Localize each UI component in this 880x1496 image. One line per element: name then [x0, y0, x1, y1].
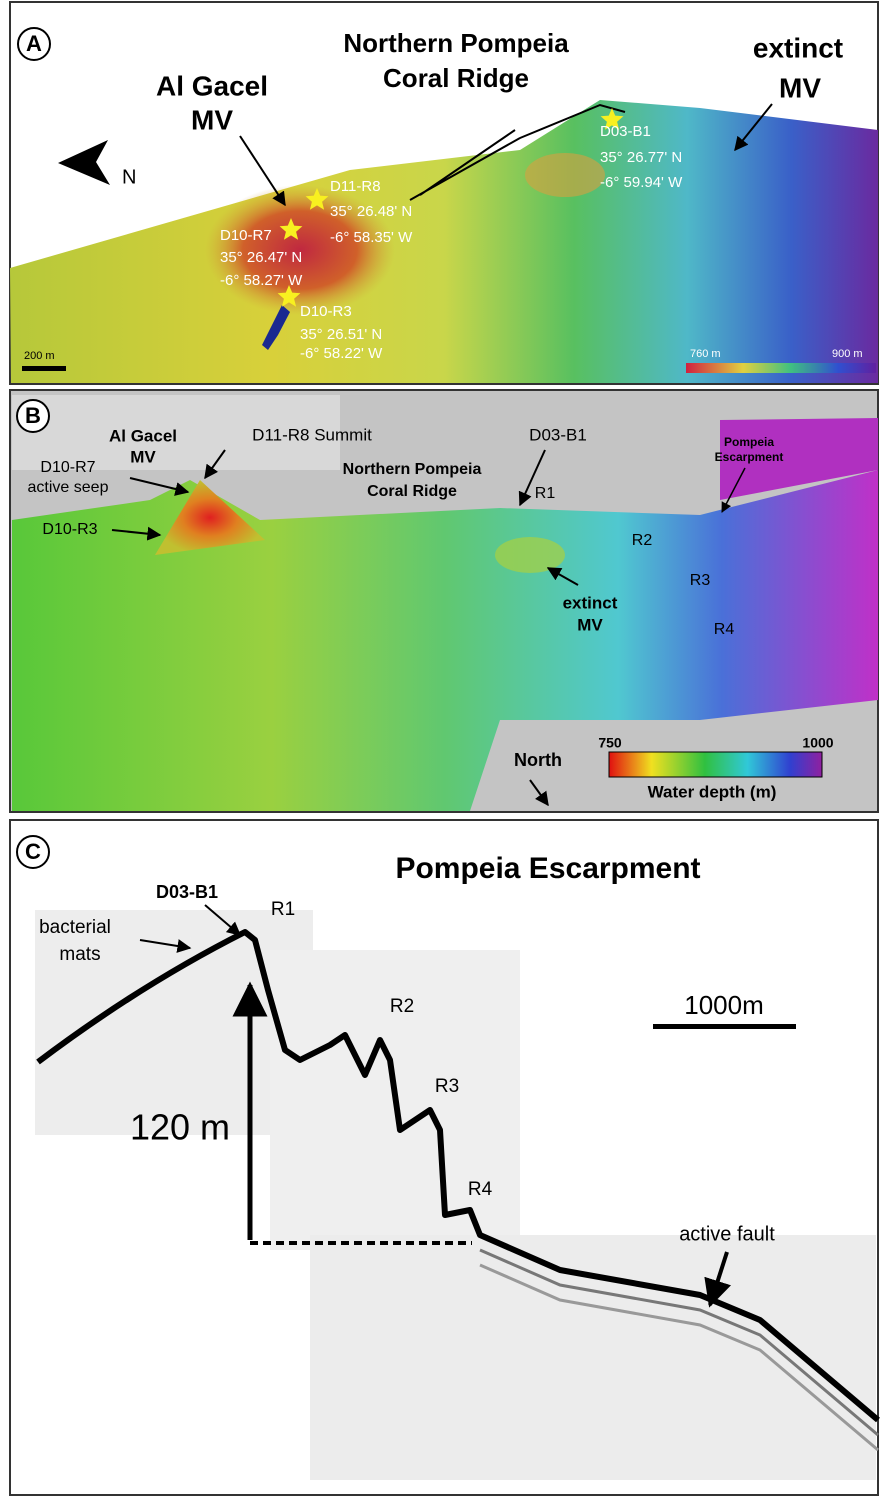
panel-label: B [25, 403, 41, 428]
extinct-label: extinct [753, 32, 843, 63]
gacel-label: MV [191, 104, 233, 135]
scale-bar [22, 366, 66, 371]
site-lon: -6° 59.94' W [600, 174, 683, 191]
site-name: D03-B1 [600, 123, 651, 140]
scale-label: 1000m [684, 990, 764, 1020]
site-lon: -6° 58.22' W [300, 345, 383, 362]
site-name: D10-R7 [220, 227, 272, 244]
color-bar [609, 752, 822, 777]
mats-label: mats [59, 944, 100, 965]
site-label: D03-B1 [529, 425, 587, 444]
color-bar-label: 900 m [832, 348, 863, 360]
ridge-id: R2 [390, 996, 414, 1017]
north-label: North [514, 750, 562, 770]
site-lon: -6° 58.27' W [220, 272, 303, 289]
scale-bar [653, 1024, 796, 1029]
site-name: D10-R3 [300, 303, 352, 320]
panel-b: B Al Gacel MV D11-R8 Summit D03-B1 Pompe… [10, 390, 878, 812]
color-bar-title: Water depth (m) [648, 782, 777, 801]
scale-label: 200 m [24, 350, 55, 362]
site-lon: -6° 58.35' W [330, 229, 413, 246]
extinct-label: extinct [563, 593, 618, 612]
color-bar-label: 760 m [690, 348, 721, 360]
panel-c: C Pompeia Escarpment D03-B1 bacterial ma… [10, 820, 878, 1495]
site-lat: 35° 26.77' N [600, 149, 682, 166]
height-label: 120 m [130, 1107, 230, 1148]
site-lat: 35° 26.47' N [220, 249, 302, 266]
site-label: D03-B1 [156, 882, 218, 902]
extinct-volcano [495, 537, 565, 573]
ridge-id: R1 [271, 899, 295, 920]
north-label: N [122, 166, 136, 188]
ridge-label: Northern Pompeia [343, 461, 482, 478]
escarpment-label: Pompeia [724, 435, 774, 449]
figure: A Northern Pompeia Coral Ridge extinct M… [0, 0, 880, 1496]
summit-label: D11-R8 Summit [252, 425, 372, 444]
site-name: D11-R8 [330, 178, 381, 195]
ridge-id: R4 [468, 1179, 493, 1200]
ridge-id: R3 [435, 1076, 459, 1097]
panel-title: Pompeia Escarpment [395, 852, 700, 885]
panel-label: A [26, 31, 42, 56]
fault-label: active fault [679, 1223, 775, 1245]
ridge-id: R1 [535, 485, 556, 502]
ridge-crest [525, 153, 605, 197]
mats-label: bacterial [39, 917, 111, 938]
sonar-section [310, 1235, 876, 1480]
color-bar-label: 750 [598, 735, 622, 751]
ridge-label: Coral Ridge [367, 483, 457, 500]
gacel-label: Al Gacel [109, 426, 177, 445]
seep-label: D10-R7 [40, 459, 95, 476]
ridge-label: Northern Pompeia [343, 28, 569, 58]
extinct-label: MV [577, 615, 603, 634]
site-lat: 35° 26.51' N [300, 326, 382, 343]
color-bar [686, 363, 876, 373]
color-bar-label: 1000 [802, 735, 833, 751]
ridge-id: R2 [632, 532, 653, 549]
ridge-label: Coral Ridge [383, 63, 529, 93]
ridge-id: R4 [714, 621, 735, 638]
seep-label: active seep [28, 479, 109, 496]
extinct-label: MV [779, 72, 821, 103]
site-lat: 35° 26.48' N [330, 203, 412, 220]
site-label: D10-R3 [42, 521, 97, 538]
panel-a: A Northern Pompeia Coral Ridge extinct M… [10, 2, 878, 384]
gacel-label: Al Gacel [156, 70, 268, 101]
ridge-id: R3 [690, 572, 711, 589]
panel-label: C [25, 839, 41, 864]
gacel-label: MV [130, 447, 156, 466]
escarpment-label: Escarpment [715, 450, 784, 464]
